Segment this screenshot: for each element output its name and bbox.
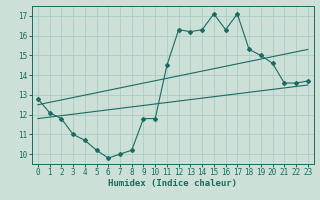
X-axis label: Humidex (Indice chaleur): Humidex (Indice chaleur) (108, 179, 237, 188)
